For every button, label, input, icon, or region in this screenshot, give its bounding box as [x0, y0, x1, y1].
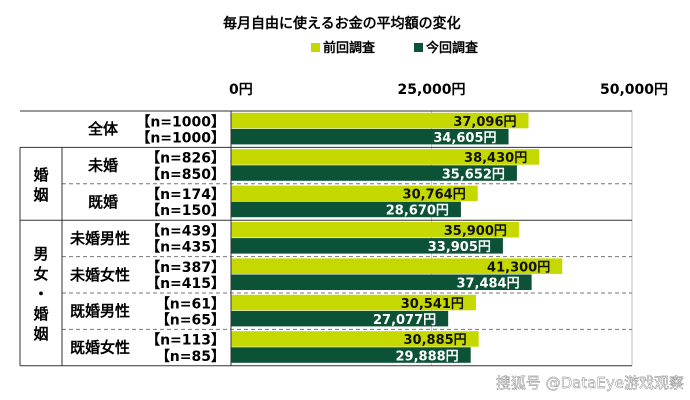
n-label-previous: 【n=1000】	[136, 114, 225, 130]
bar-previous	[231, 222, 519, 238]
legend-label-previous: 前回調査	[323, 40, 376, 56]
value-label-current: 37,484円	[456, 277, 519, 292]
n-label-current: 【n=85】	[156, 349, 225, 365]
bar-current	[231, 128, 509, 145]
value-label-current: 29,888円	[396, 349, 459, 364]
bar-current	[231, 201, 461, 218]
watermark-text: 搜狐号 @DataEye游戏观察	[496, 374, 684, 392]
n-label-previous: 【n=439】	[146, 224, 225, 240]
legend-label-current: 今回調査	[425, 40, 479, 56]
value-label-previous: 30,885円	[404, 333, 467, 348]
x-tick-label: 50,000円	[600, 82, 668, 98]
bar-previous	[231, 112, 529, 129]
value-label-current: 35,652円	[442, 167, 505, 182]
chart-title: 毎月自由に使えるお金の平均額の変化	[223, 15, 461, 32]
value-label-current: 28,670円	[386, 204, 449, 219]
bar-current	[231, 347, 471, 363]
n-label-current: 【n=1000】	[136, 130, 225, 146]
n-label-previous: 【n=174】	[146, 187, 225, 203]
n-label-previous: 【n=113】	[146, 333, 225, 349]
category-label: 全体	[87, 120, 119, 138]
n-label-current: 【n=415】	[146, 276, 225, 292]
category-label: 未婚	[87, 157, 118, 175]
bar-previous	[231, 294, 476, 311]
bar-current	[231, 274, 532, 290]
group-label: 男女・婚姻	[33, 245, 48, 343]
bar-current	[231, 310, 449, 327]
x-tick-label: 25,000円	[397, 82, 465, 98]
n-label-current: 【n=65】	[156, 312, 225, 328]
bar-previous	[231, 149, 540, 165]
x-tick-label: 0円	[229, 82, 253, 98]
legend-swatch-current	[414, 43, 423, 52]
value-label-previous: 30,541円	[401, 297, 464, 312]
bar-previous	[231, 331, 479, 347]
value-label-current: 34,605円	[433, 131, 496, 146]
value-label-previous: 37,096円	[453, 115, 516, 130]
category-label: 既婚女性	[70, 339, 130, 357]
category-label: 未婚男性	[69, 229, 130, 247]
bar-current	[231, 238, 503, 254]
category-label: 既婚	[88, 193, 118, 211]
bar-current	[231, 165, 517, 181]
value-label-current: 27,077円	[373, 313, 436, 328]
n-label-previous: 【n=826】	[146, 151, 225, 167]
value-label-previous: 41,300円	[487, 260, 550, 275]
category-label: 既婚男性	[70, 302, 130, 320]
value-label-current: 33,905円	[428, 240, 491, 255]
n-label-previous: 【n=61】	[156, 296, 225, 312]
value-label-previous: 38,430円	[464, 151, 527, 166]
group-label: 婚姻	[33, 166, 48, 204]
bar-previous	[231, 185, 478, 202]
n-label-current: 【n=435】	[146, 240, 225, 256]
value-label-previous: 35,900円	[444, 224, 507, 239]
value-label-previous: 30,764円	[403, 188, 466, 203]
bar-previous	[231, 258, 563, 274]
n-label-current: 【n=150】	[146, 203, 225, 219]
category-label: 未婚女性	[69, 266, 130, 284]
n-label-current: 【n=850】	[146, 167, 225, 183]
legend-swatch-previous	[311, 43, 320, 52]
n-label-previous: 【n=387】	[146, 260, 225, 276]
